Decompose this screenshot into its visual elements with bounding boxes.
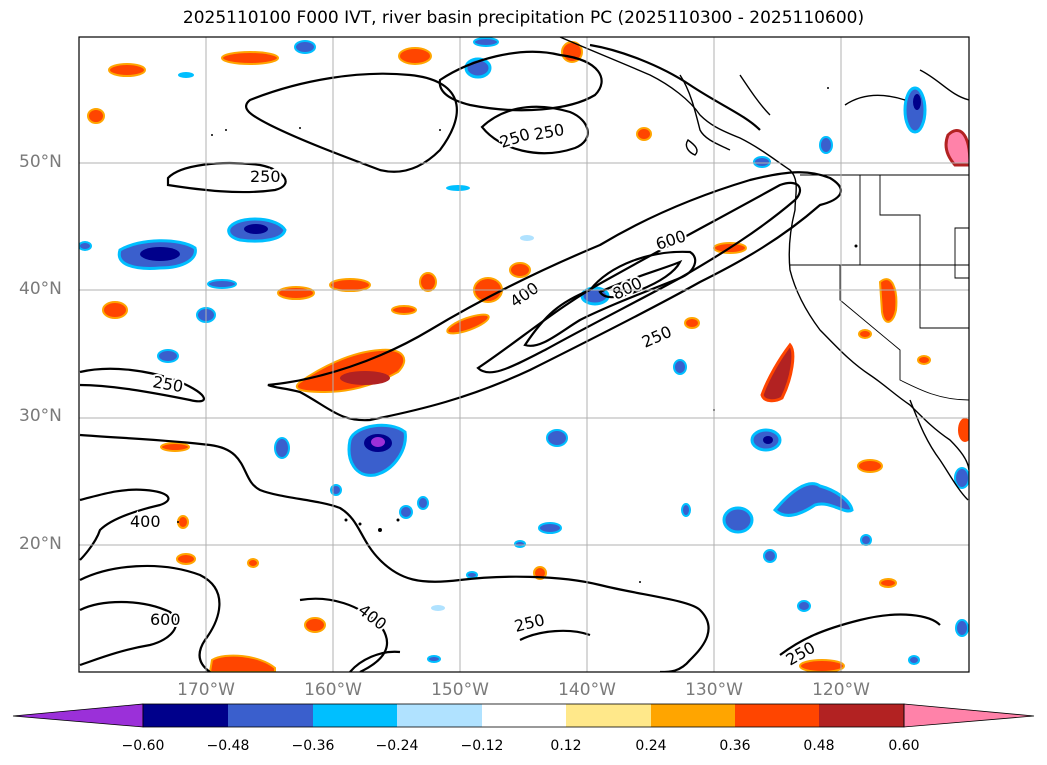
colorbar-tick: 0.60 xyxy=(888,738,920,754)
lat-label: 20°N xyxy=(19,534,62,554)
colorbar-tick: 0.12 xyxy=(550,738,582,754)
lon-label: 140°W xyxy=(558,680,616,700)
lon-label: 170°W xyxy=(177,680,235,700)
lat-label: 50°N xyxy=(19,152,62,172)
ivt-contours xyxy=(79,43,941,672)
lon-label: 150°W xyxy=(431,680,489,700)
colorbar-bin xyxy=(735,704,819,727)
colorbar xyxy=(12,703,1035,728)
colorbar-bin xyxy=(566,704,651,727)
contour-label: 600 xyxy=(150,610,181,629)
colorbar-frame xyxy=(142,703,905,728)
colorbar-tick: 0.48 xyxy=(803,738,835,754)
contour-label: 400 xyxy=(130,512,161,531)
colorbar-tick: 0.24 xyxy=(635,738,667,754)
colorbar-tick: −0.24 xyxy=(375,738,419,754)
lat-label: 40°N xyxy=(19,279,62,299)
colorbar-bin xyxy=(313,704,397,727)
colorbar-bin xyxy=(228,704,313,727)
colorbar-bin xyxy=(482,704,566,727)
map-frame xyxy=(78,36,970,673)
colorbar-tick: 0.36 xyxy=(719,738,751,754)
colorbar-tick: −0.12 xyxy=(460,738,504,754)
lon-label: 160°W xyxy=(304,680,362,700)
lon-label: 120°W xyxy=(812,680,870,700)
map-title: 2025110100 F000 IVT, river basin precipi… xyxy=(182,8,865,28)
colorbar-tick: −0.36 xyxy=(291,738,335,754)
islands xyxy=(177,87,858,583)
graticule xyxy=(79,37,969,672)
colorbar-bin xyxy=(143,704,228,727)
lat-label: 30°N xyxy=(19,406,62,426)
colorbar-tick: −0.48 xyxy=(206,738,250,754)
coastline xyxy=(559,37,969,501)
colorbar-extend-high xyxy=(903,703,1035,728)
colorbar-bin xyxy=(819,704,904,727)
colorbar-bin xyxy=(651,704,735,727)
colorbar-tick: −0.60 xyxy=(121,738,165,754)
colorbar-bin xyxy=(397,704,482,727)
contour-label: 250 xyxy=(250,167,281,186)
colorbar-extend-low xyxy=(12,703,144,728)
lon-label: 130°W xyxy=(685,680,743,700)
